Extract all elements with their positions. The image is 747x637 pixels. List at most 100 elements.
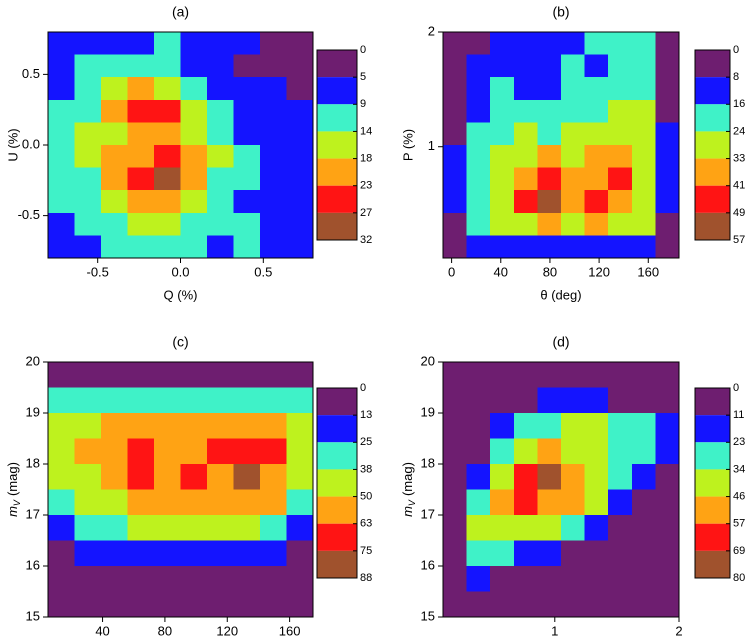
colorbar-label: 57	[733, 518, 745, 530]
panel-title: (d)	[552, 334, 569, 350]
contour-cell	[233, 77, 261, 101]
x-tick-label: -0.5	[86, 264, 108, 279]
contour-cell	[443, 145, 468, 169]
contour-cell	[260, 212, 287, 236]
contour-cell	[561, 99, 586, 123]
contour-cell	[608, 99, 633, 123]
contour-cell	[584, 413, 609, 439]
contour-cell	[443, 167, 468, 191]
contour-cell	[286, 32, 314, 56]
contour-cell	[233, 167, 261, 191]
contour-cell	[48, 145, 75, 169]
contour-cell	[233, 145, 261, 169]
contour-cell	[466, 515, 491, 541]
x-tick-label: 120	[216, 623, 238, 637]
contour-cell	[443, 566, 468, 592]
contour-cell	[631, 387, 656, 414]
contour-cell	[608, 591, 633, 618]
colorbar-label: 25	[360, 436, 372, 448]
contour-cell	[655, 438, 680, 465]
contour-cell	[74, 122, 102, 146]
colorbar-band	[317, 77, 357, 105]
contour-cell	[443, 515, 468, 541]
contour-cell	[74, 212, 102, 236]
colorbar-label: 32	[360, 234, 372, 246]
contour-cell	[513, 32, 538, 56]
contour-cell	[655, 190, 680, 214]
contour-cell	[101, 212, 128, 236]
colorbar-band	[695, 131, 730, 159]
contour-cell	[260, 438, 287, 465]
contour-cell	[154, 212, 181, 236]
x-tick-label: 120	[588, 264, 610, 279]
contour-cell	[584, 566, 609, 592]
y-axis-label-rest: (mag)	[5, 462, 20, 496]
contour-cell	[101, 145, 128, 169]
y-tick-label: 1	[428, 138, 435, 153]
plot-frame	[442, 31, 680, 259]
contour-cell	[443, 77, 468, 101]
contour-cell	[608, 212, 633, 236]
contour-cell	[513, 190, 538, 214]
y-tick-label: 15	[421, 608, 435, 623]
contour-cell	[631, 235, 656, 259]
colorbar-label: 0	[733, 44, 739, 56]
contour-cell	[127, 464, 155, 490]
contour-cell	[631, 122, 656, 146]
y-tick-label: 0.5	[22, 66, 40, 81]
colorbar-label: 16	[733, 98, 745, 110]
colorbar-band	[317, 523, 357, 551]
contour-cell	[127, 167, 155, 191]
contour-cell	[655, 167, 680, 191]
contour-cell	[608, 464, 633, 490]
contour-cell	[513, 464, 538, 490]
colorbar-band	[317, 415, 357, 443]
colorbar-band	[317, 388, 357, 416]
contour-cell	[233, 122, 261, 146]
contour-cell	[233, 489, 261, 516]
contour-cell	[561, 77, 586, 101]
contour-cell	[584, 387, 609, 414]
contour-cell	[48, 413, 75, 439]
contour-cell	[561, 235, 586, 259]
colorbar-label: 50	[360, 490, 372, 502]
contour-cell	[443, 387, 468, 414]
contour-cell	[74, 489, 102, 516]
contour-cell	[233, 515, 261, 541]
contour-cell	[513, 591, 538, 618]
contour-cell	[180, 591, 208, 618]
contour-cell	[561, 540, 586, 567]
contour-cell	[260, 122, 287, 146]
contour-cell	[655, 122, 680, 146]
contour-cell	[286, 540, 314, 567]
contour-cell	[207, 438, 234, 465]
contour-cell	[127, 32, 155, 56]
contour-cell	[154, 515, 181, 541]
contour-cell	[584, 99, 609, 123]
colorbar-label: 80	[733, 572, 745, 584]
contour-cell	[48, 167, 75, 191]
contour-cell	[655, 489, 680, 516]
contour-cell	[101, 32, 128, 56]
contour-cell	[608, 77, 633, 101]
contour-cell	[584, 515, 609, 541]
colorbar-band	[317, 50, 357, 78]
contour-cell	[537, 413, 562, 439]
contour-cell	[561, 591, 586, 618]
contour-cell	[631, 438, 656, 465]
y-tick-label: 18	[421, 455, 435, 470]
contour-cell	[513, 77, 538, 101]
contour-cell	[286, 489, 314, 516]
contour-cell	[655, 464, 680, 490]
colorbar-band	[317, 550, 357, 578]
contour-cell	[466, 77, 491, 101]
contour-cell	[513, 540, 538, 567]
colorbar-label: 33	[733, 152, 745, 164]
contour-cell	[101, 54, 128, 78]
contour-cell	[180, 122, 208, 146]
contour-cell	[513, 438, 538, 465]
contour-cell	[537, 235, 562, 259]
contour-cell	[180, 190, 208, 214]
y-axis-label-main: m	[5, 506, 20, 517]
x-tick-label: 160	[279, 623, 301, 637]
